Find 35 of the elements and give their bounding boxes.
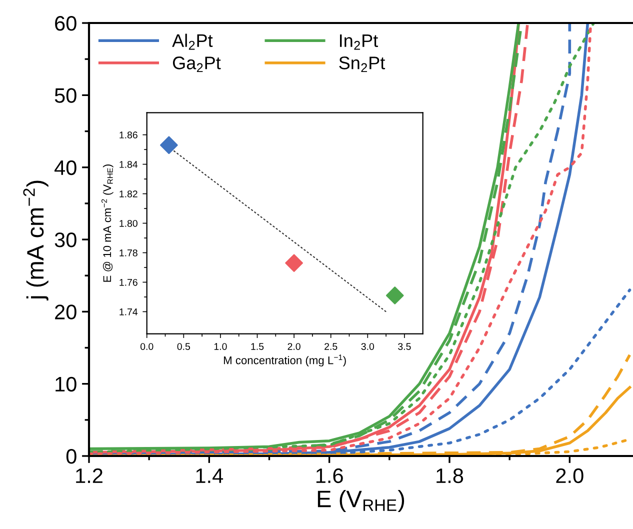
y-tick-label: 50 — [54, 88, 76, 103]
y-axis-title: j (mA cm$^{−2}$) — [23, 180, 48, 301]
x-tick-label: 1.2 — [76, 468, 102, 483]
y-tick-label: 60 — [55, 16, 76, 31]
y-tick-label: 1.74 — [120, 308, 138, 316]
x-tick-label: 2.5 — [324, 343, 338, 350]
x-tick-label: 1.4 — [196, 468, 224, 483]
x-tick-label: 2.0 — [556, 468, 584, 484]
x-axis-title: E (V$_{RHE}$) — [318, 490, 404, 512]
legend-label: Al$_{2}$Pt — [172, 34, 213, 50]
x-tick-label: 3.5 — [398, 343, 411, 350]
y-tick-label: 1.82 — [120, 190, 138, 198]
y-tick-label: 1.86 — [120, 132, 138, 138]
x-axis-title: M concentration (mg L$^{−1}$) — [224, 354, 346, 366]
y-tick-label: 1.84 — [120, 161, 138, 168]
y-tick-label: 1.76 — [120, 278, 138, 286]
y-tick-label: 1.80 — [120, 220, 138, 227]
y-axis-title: E @ 10 mA cm$^{−2}$ (V$_{RHE}$) — [101, 164, 114, 282]
x-tick-label: 1.5 — [251, 343, 264, 350]
y-tick-label: 40 — [54, 160, 76, 176]
x-tick-label: 0.5 — [177, 343, 190, 350]
x-tick-label: 1.6 — [316, 468, 343, 484]
legend-label: Ga$_{2}$Pt — [172, 56, 221, 72]
y-tick-label: 20 — [55, 304, 76, 320]
legend-label: Sn$_{2}$Pt — [339, 56, 386, 72]
x-tick-label: 2.0 — [288, 343, 300, 350]
legend-label: In$_{2}$Pt — [340, 34, 378, 50]
x-tick-label: 1.0 — [214, 343, 227, 350]
y-tick-label: 1.78 — [120, 249, 138, 256]
y-tick-label: 0 — [66, 449, 76, 464]
x-tick-label: 3.0 — [361, 343, 374, 350]
x-tick-label: 0.0 — [140, 343, 154, 350]
x-tick-label: 1.8 — [436, 468, 464, 484]
y-tick-label: 10 — [56, 376, 76, 392]
y-tick-label: 30 — [54, 232, 76, 248]
